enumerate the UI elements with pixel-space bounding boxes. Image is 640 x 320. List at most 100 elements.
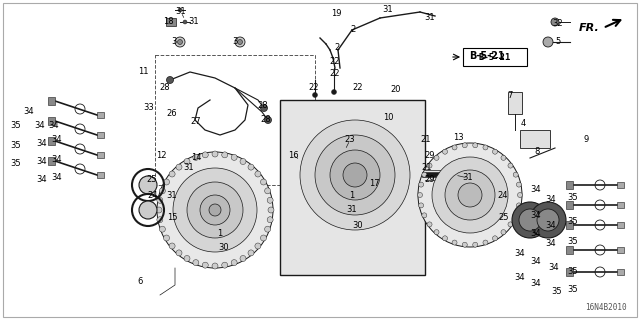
- Text: 3: 3: [172, 37, 177, 46]
- Circle shape: [248, 250, 254, 256]
- Text: 28: 28: [260, 116, 271, 124]
- Circle shape: [330, 150, 380, 200]
- Circle shape: [434, 155, 439, 160]
- Text: 34: 34: [52, 135, 62, 145]
- Circle shape: [193, 260, 199, 266]
- Text: 34: 34: [546, 196, 556, 204]
- Circle shape: [240, 255, 246, 261]
- Text: 23: 23: [345, 135, 355, 145]
- Circle shape: [240, 158, 246, 164]
- Bar: [97, 152, 104, 158]
- Text: 29: 29: [425, 175, 435, 185]
- Text: 22: 22: [308, 84, 319, 92]
- Circle shape: [184, 158, 190, 164]
- Circle shape: [427, 163, 432, 168]
- Bar: [520, 130, 550, 148]
- Text: 2: 2: [334, 44, 340, 52]
- Text: 26: 26: [166, 109, 177, 118]
- Circle shape: [473, 143, 477, 148]
- Bar: [566, 201, 573, 209]
- Text: 25: 25: [499, 213, 509, 222]
- Circle shape: [260, 105, 268, 111]
- Text: 12: 12: [156, 151, 166, 161]
- Text: 29: 29: [425, 150, 435, 159]
- Text: 8: 8: [534, 148, 540, 156]
- Circle shape: [518, 193, 522, 197]
- Circle shape: [312, 92, 317, 98]
- Circle shape: [202, 262, 208, 268]
- Circle shape: [169, 171, 175, 177]
- Circle shape: [209, 204, 221, 216]
- Text: 34: 34: [531, 186, 541, 195]
- Text: B-5-21: B-5-21: [479, 52, 511, 61]
- Circle shape: [156, 207, 162, 213]
- Text: 24: 24: [148, 191, 158, 201]
- Circle shape: [315, 135, 395, 215]
- Circle shape: [255, 243, 261, 249]
- Circle shape: [332, 90, 337, 94]
- Circle shape: [139, 176, 157, 194]
- Circle shape: [178, 8, 182, 12]
- Circle shape: [427, 222, 432, 227]
- Text: 28: 28: [160, 84, 170, 92]
- Circle shape: [417, 193, 422, 197]
- Text: 35: 35: [568, 237, 579, 246]
- Bar: [48, 117, 55, 125]
- Text: 31: 31: [184, 164, 195, 172]
- Circle shape: [212, 263, 218, 269]
- Circle shape: [235, 37, 245, 47]
- Text: 34: 34: [515, 250, 525, 259]
- Circle shape: [159, 188, 165, 194]
- Text: 34: 34: [52, 172, 62, 181]
- Text: FR.: FR.: [579, 23, 600, 33]
- Circle shape: [193, 154, 199, 160]
- Circle shape: [157, 197, 163, 203]
- Text: 30: 30: [353, 221, 364, 230]
- Text: 4: 4: [520, 119, 525, 129]
- Circle shape: [237, 39, 243, 44]
- Bar: [566, 246, 573, 254]
- Text: 16N4B2010: 16N4B2010: [586, 303, 627, 312]
- Text: 35: 35: [11, 159, 21, 169]
- Text: 7: 7: [508, 92, 513, 100]
- Circle shape: [163, 235, 170, 241]
- Bar: [617, 269, 624, 275]
- Circle shape: [343, 163, 367, 187]
- Circle shape: [264, 226, 271, 232]
- Circle shape: [462, 143, 467, 148]
- Text: 31: 31: [189, 18, 199, 27]
- Text: 25: 25: [147, 175, 157, 185]
- Circle shape: [516, 203, 522, 208]
- Circle shape: [187, 182, 243, 238]
- Bar: [617, 247, 624, 253]
- Text: 9: 9: [584, 135, 589, 145]
- Text: 15: 15: [167, 213, 177, 222]
- Text: 31: 31: [425, 13, 435, 22]
- Text: 13: 13: [452, 133, 463, 142]
- Text: 34: 34: [36, 157, 47, 166]
- Circle shape: [483, 240, 488, 245]
- Text: 19: 19: [331, 10, 341, 19]
- Circle shape: [513, 172, 518, 177]
- Circle shape: [445, 170, 495, 220]
- Text: 34: 34: [531, 229, 541, 238]
- Text: 35: 35: [568, 194, 579, 203]
- Circle shape: [183, 20, 187, 24]
- Circle shape: [422, 213, 427, 218]
- Text: 35: 35: [568, 285, 579, 294]
- Bar: [617, 182, 624, 188]
- Text: 34: 34: [52, 155, 62, 164]
- Text: 1: 1: [218, 229, 223, 238]
- Circle shape: [452, 145, 457, 150]
- Text: 34: 34: [35, 122, 45, 131]
- Text: 24: 24: [498, 191, 508, 201]
- Circle shape: [231, 260, 237, 266]
- Circle shape: [157, 152, 273, 268]
- Bar: [97, 172, 104, 178]
- Circle shape: [537, 209, 559, 231]
- Text: 31: 31: [463, 173, 474, 182]
- Circle shape: [221, 152, 228, 158]
- Text: 31: 31: [383, 5, 394, 14]
- Circle shape: [462, 242, 467, 247]
- Text: 5: 5: [556, 37, 561, 46]
